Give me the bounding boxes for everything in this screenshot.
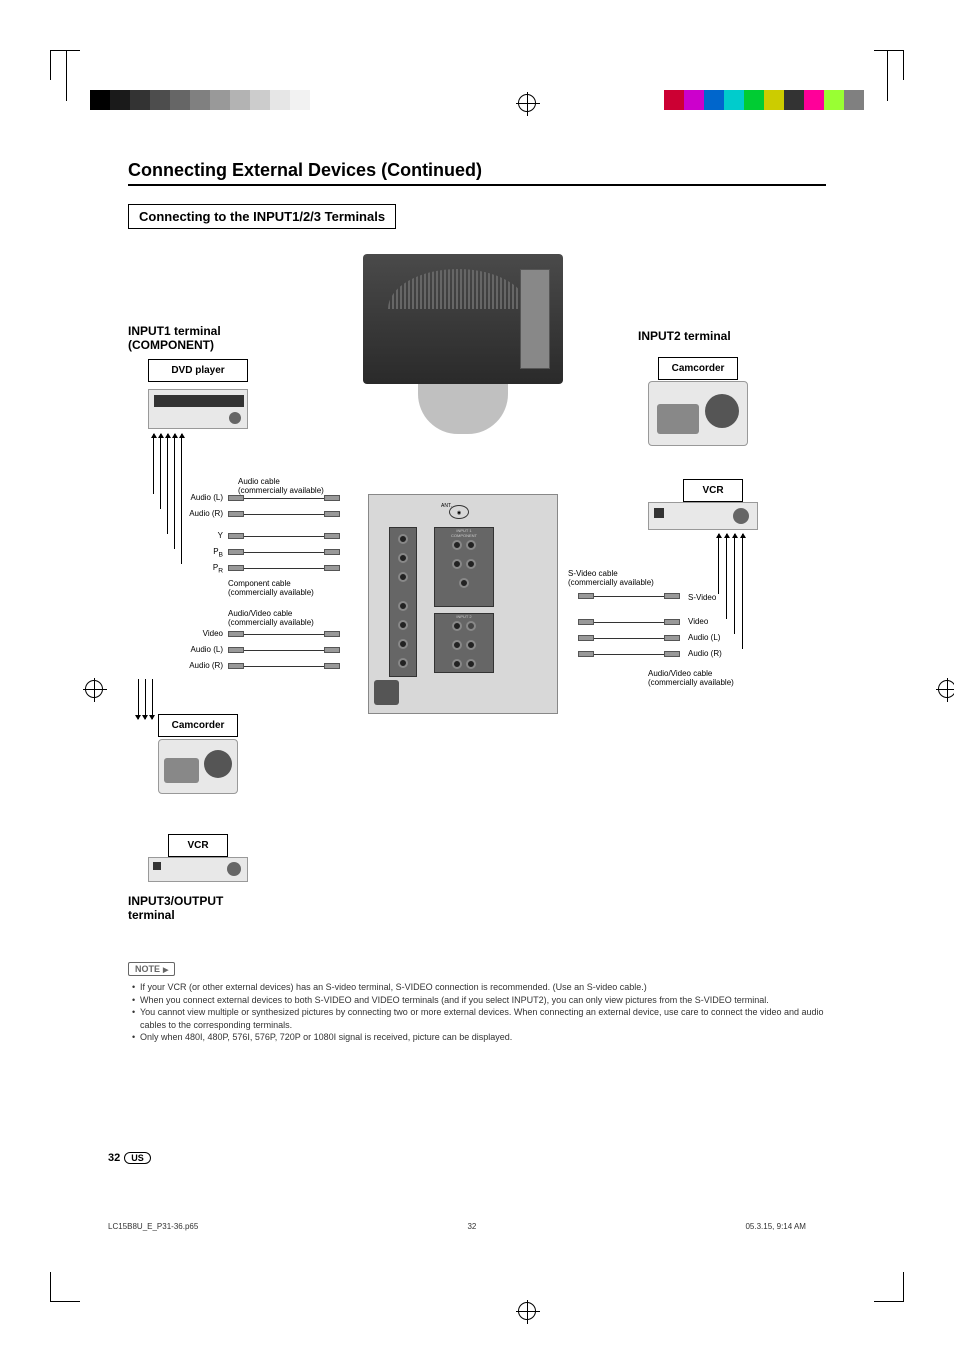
av-cable-label-2: Audio/Video cable(commercially available…: [648, 669, 734, 687]
registration-mark-top: [518, 94, 536, 112]
audio-cable-label: Audio cable(commercially available): [238, 477, 324, 495]
registration-mark-left: [85, 680, 103, 698]
registration-mark-right: [938, 680, 954, 698]
audio-r-label-3: Audio (R): [688, 649, 738, 658]
region-badge: US: [124, 1152, 151, 1164]
audio-l-label-2: Audio (L): [183, 645, 223, 654]
audio-r-label-1: Audio (R): [183, 509, 223, 518]
registration-mark-bottom: [518, 1302, 536, 1320]
component-cable-label: Component cable(commercially available): [228, 579, 314, 597]
footer-filename: LC15B8U_E_P31-36.p65: [108, 1222, 198, 1231]
camcorder-box-2: Camcorder: [658, 357, 738, 380]
section-subtitle: Connecting to the INPUT1/2/3 Terminals: [128, 204, 396, 229]
tv-back-panel-illustration: ◉ ANT. INPUT 1 COMPONENT INPUT 2: [368, 494, 558, 714]
svideo-label: S-Video: [688, 593, 728, 602]
note-section: NOTE If your VCR (or other external devi…: [128, 959, 826, 1044]
page-title: Connecting External Devices (Continued): [128, 160, 826, 186]
crop-mark-tl: [50, 50, 80, 80]
vcr-illustration-2: [648, 502, 758, 530]
crop-mark-bl: [50, 1272, 80, 1302]
input3-label: INPUT3/OUTPUTterminal: [128, 894, 223, 922]
dvd-illustration: [148, 389, 248, 429]
note-item: You cannot view multiple or synthesized …: [128, 1006, 826, 1031]
audio-r-label-2: Audio (R): [183, 661, 223, 670]
note-item: Only when 480I, 480P, 576I, 576P, 720P o…: [128, 1031, 826, 1044]
input1-label: INPUT1 terminal(COMPONENT): [128, 324, 221, 352]
crop-mark-tr: [874, 50, 904, 80]
pr-label: PR: [208, 563, 223, 575]
page-number: 32US: [108, 1152, 151, 1164]
camcorder-illustration-2: [648, 381, 748, 446]
video-label-1: Video: [193, 629, 223, 638]
print-footer: LC15B8U_E_P31-36.p65 32 05.3.15, 9:14 AM: [108, 1222, 806, 1231]
av-cable-label-1: Audio/Video cable(commercially available…: [228, 609, 314, 627]
vcr-box-2: VCR: [683, 479, 743, 502]
dvd-player-box: DVD player: [148, 359, 248, 382]
color-colorbar: [664, 90, 864, 110]
crop-mark-br: [874, 1272, 904, 1302]
vcr-illustration-1: [148, 857, 248, 882]
connection-diagram: ◉ ANT. INPUT 1 COMPONENT INPUT 2: [128, 249, 826, 929]
note-badge: NOTE: [128, 962, 175, 976]
note-item: If your VCR (or other external devices) …: [128, 981, 826, 994]
tv-front-illustration: [358, 249, 568, 459]
svideo-cable-label: S-Video cable(commercially available): [568, 569, 654, 587]
note-list: If your VCR (or other external devices) …: [128, 981, 826, 1044]
grayscale-colorbar: [90, 90, 330, 110]
y-label: Y: [213, 531, 223, 540]
content-area: Connecting External Devices (Continued) …: [128, 160, 826, 1044]
note-item: When you connect external devices to bot…: [128, 994, 826, 1007]
footer-pagenum: 32: [467, 1222, 476, 1231]
camcorder-box-1: Camcorder: [158, 714, 238, 737]
audio-l-label-1: Audio (L): [183, 493, 223, 502]
pb-label: PB: [208, 547, 223, 559]
audio-l-label-3: Audio (L): [688, 633, 738, 642]
video-label-2: Video: [688, 617, 728, 626]
vcr-box-1: VCR: [168, 834, 228, 857]
input2-label: INPUT2 terminal: [638, 329, 731, 343]
camcorder-illustration-1: [158, 739, 238, 794]
footer-timestamp: 05.3.15, 9:14 AM: [745, 1222, 806, 1231]
